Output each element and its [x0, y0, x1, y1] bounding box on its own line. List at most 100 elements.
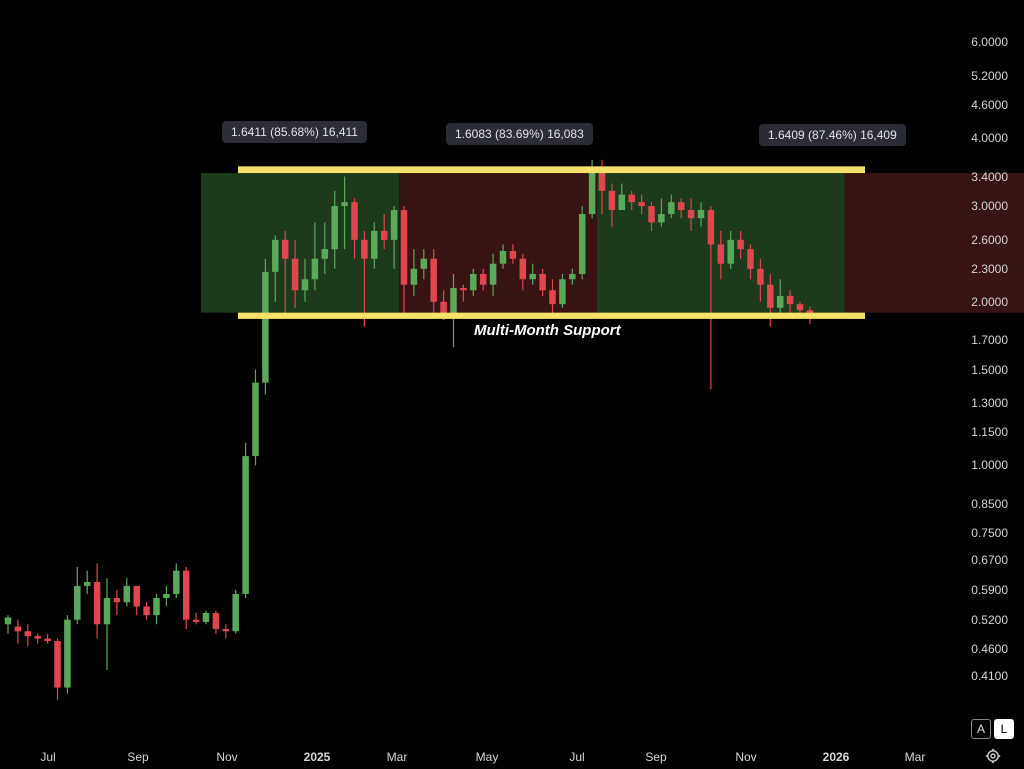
candle-body [153, 598, 160, 616]
candle-body [331, 206, 338, 250]
candle-body [182, 570, 190, 620]
candle-body [361, 239, 368, 259]
candle-body [450, 288, 457, 314]
candle-body [252, 382, 259, 457]
y-tick-label: 5.2000 [971, 69, 1008, 84]
candle-body [163, 593, 170, 599]
gear-icon[interactable] [985, 748, 1001, 764]
candle-body [470, 273, 477, 291]
x-tick-label: Mar [904, 750, 926, 764]
candle-body [64, 619, 71, 688]
candle-body [737, 239, 744, 250]
candle-body [24, 631, 32, 637]
candle-body [539, 273, 546, 291]
candle-body [578, 214, 586, 274]
candle-body [658, 214, 665, 223]
y-tick-label: 3.0000 [971, 199, 1008, 214]
x-tick-label: 2026 [822, 750, 850, 764]
candle-body [598, 169, 606, 191]
candle-body [44, 638, 51, 642]
candle-body [351, 202, 358, 240]
candle-body [380, 230, 388, 240]
y-tick-label: 1.5000 [971, 362, 1008, 377]
candle-body [747, 249, 754, 269]
y-tick-label: 0.8500 [971, 496, 1008, 511]
x-tick-label: Nov [735, 750, 757, 764]
measure-label-1: 1.6411 (85.68%) 16,411 [222, 121, 367, 143]
candle-body [687, 210, 695, 219]
x-tick-label: Nov [216, 750, 238, 764]
candle-body [400, 210, 408, 285]
candle-body [668, 202, 675, 215]
zone-green-0 [201, 173, 400, 313]
auto-scale-button[interactable]: A [971, 719, 991, 739]
candle-body [430, 258, 437, 302]
y-tick-label: 0.4600 [971, 641, 1008, 656]
candle-body [143, 606, 150, 616]
y-tick-label: 0.5900 [971, 582, 1008, 597]
candle-body [677, 202, 685, 211]
candle-body [281, 239, 289, 259]
resistance-band [238, 166, 865, 174]
support-band [238, 312, 865, 319]
candle-body [588, 169, 596, 215]
candle-body [697, 210, 705, 219]
candle-body [321, 249, 329, 259]
candle-body [311, 258, 319, 280]
candle-body [173, 570, 180, 594]
candle-body [638, 202, 645, 207]
candle-body [717, 244, 725, 264]
candle-body [103, 598, 111, 625]
y-tick-label: 2.6000 [971, 232, 1008, 247]
log-scale-button[interactable]: L [994, 719, 1014, 739]
candle-body [83, 582, 91, 586]
x-tick-label: Jul [569, 750, 585, 764]
y-tick-label: 4.6000 [971, 98, 1008, 113]
candle-body [192, 619, 200, 622]
y-tick-label: 0.5200 [971, 612, 1008, 627]
candle-body [371, 230, 378, 259]
zone-red-1 [399, 173, 598, 313]
y-tick-label: 0.6700 [971, 552, 1008, 567]
candle-body [74, 585, 81, 620]
x-tick-label: Sep [127, 750, 149, 764]
candle-body [232, 593, 239, 632]
candle-body [14, 626, 22, 632]
candle-body [4, 617, 12, 625]
candle-body [54, 641, 61, 688]
candle-body [440, 301, 447, 314]
x-tick-label: May [475, 750, 499, 764]
candle-body [796, 304, 804, 311]
y-tick-label: 4.0000 [971, 131, 1008, 146]
candle-body [479, 273, 487, 285]
y-tick-label: 2.3000 [971, 261, 1008, 276]
candle-body [608, 190, 616, 211]
candle-body [202, 612, 210, 622]
candle-body [628, 194, 635, 203]
candle-body [489, 263, 497, 285]
candle-body [519, 258, 527, 280]
measure-label-3: 1.6409 (87.46%) 16,409 [759, 124, 906, 146]
candle-body [133, 585, 140, 607]
candle-body [727, 239, 734, 264]
candle-body [786, 295, 794, 305]
y-tick-label: 0.4100 [971, 668, 1008, 683]
candle-body [420, 258, 428, 269]
x-tick-label: 2025 [303, 750, 331, 764]
x-tick-label: Sep [645, 750, 667, 764]
y-tick-label: 2.0000 [971, 294, 1008, 309]
x-tick-label: Mar [386, 750, 408, 764]
candle-body [341, 202, 348, 207]
candle-body [757, 268, 764, 285]
y-tick-label: 1.1500 [971, 425, 1008, 440]
candle-body [569, 273, 576, 280]
candle-body [767, 284, 774, 308]
measure-label-2: 1.6083 (83.69%) 16,083 [446, 123, 593, 145]
candle-body [93, 582, 101, 625]
candle-body [242, 456, 249, 594]
candle-body [272, 239, 279, 272]
candle-body [549, 290, 556, 305]
candle-body [34, 636, 41, 639]
candle-body [113, 598, 121, 603]
